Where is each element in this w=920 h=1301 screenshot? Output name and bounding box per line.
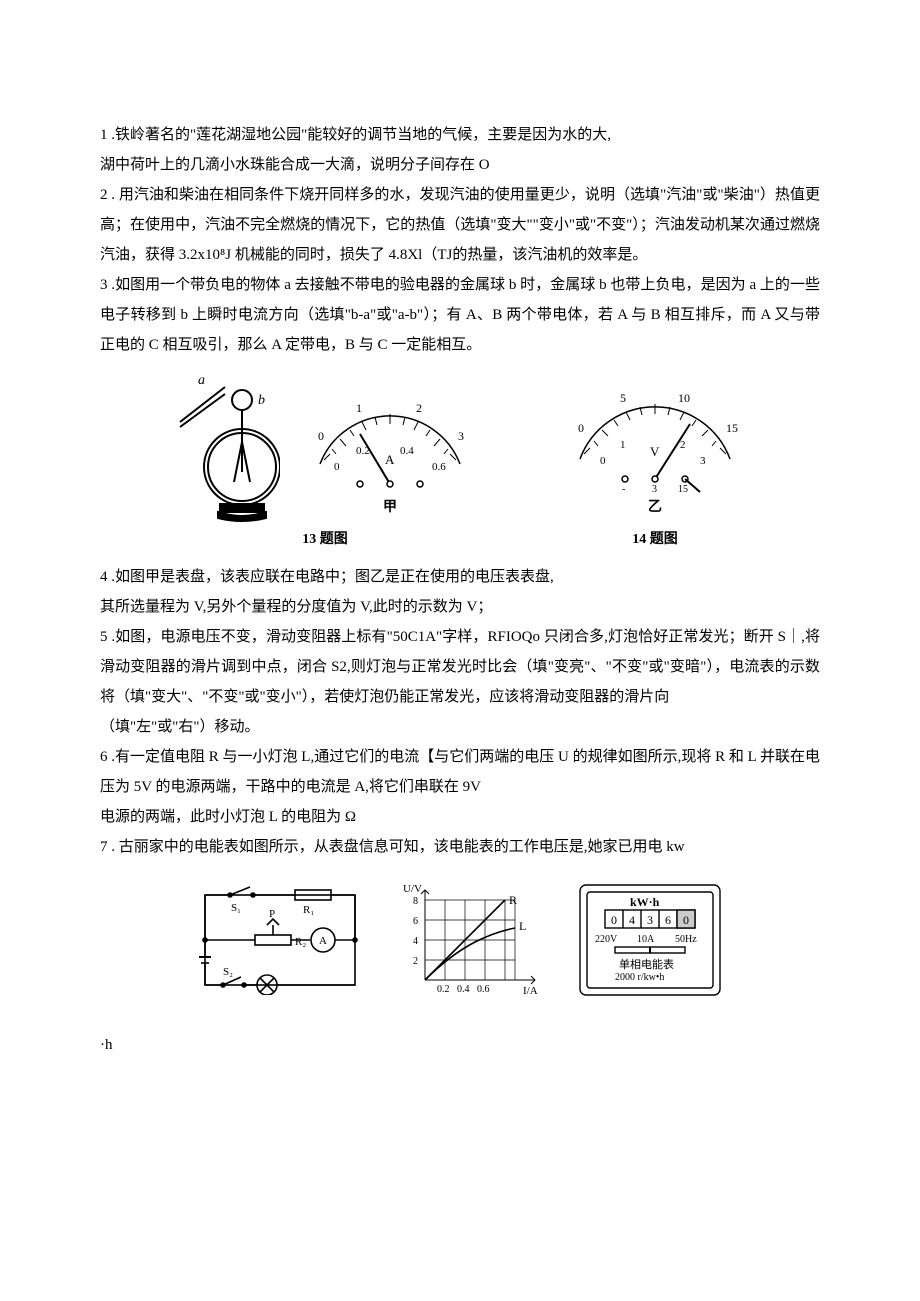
lbl-s1: S₁: [231, 902, 241, 914]
label-a: a: [198, 373, 205, 388]
question-7: 7 . 古丽家中的电能表如图所示，从表盘信息可知，该电能表的工作电压是,她家已用…: [100, 832, 820, 862]
meter-title: kW·h: [630, 895, 660, 909]
am-bot-0: 0: [334, 461, 340, 473]
vm-top-1: 5: [620, 391, 626, 405]
question-5-line2: （填"左"或"右"）移动。: [100, 712, 820, 742]
meter2-label: 乙: [648, 494, 662, 522]
question-6: 6 .有一定值电阻 R 与一小灯泡 L,通过它们的电流【与它们两端的电压 U 的…: [100, 742, 820, 802]
q3-text: .如图用一个带负电的物体 a 去接触不带电的验电器的金属球 b 时，金属球 b …: [100, 277, 820, 353]
question-1-line2: 湖中荷叶上的几滴小水珠能合成一大滴，说明分子间存在 O: [100, 150, 820, 180]
fig14-col: 0 5 10 15 0 1 2 3 V - 3 15 乙 14 题图: [560, 374, 750, 554]
svg-text:3: 3: [652, 484, 657, 494]
q7-text: . 古丽家中的电能表如图所示，从表盘信息可知，该电能表的工作电压是,她家已用电 …: [108, 839, 685, 855]
question-4-line2: 其所选量程为 V,另外个量程的分度值为 V,此时的示数为 V；: [100, 592, 820, 622]
d1: 4: [629, 913, 635, 927]
am-bot-3: 0.6: [432, 461, 446, 473]
vm-top-0: 0: [578, 421, 584, 435]
yt-4: 4: [413, 936, 418, 947]
fig13-col: a b: [170, 372, 480, 554]
fig13-caption: 13 题图: [302, 526, 348, 554]
svg-text:-: -: [622, 484, 625, 494]
q2-text: . 用汽油和柴油在相同条件下烧开同样多的水，发现汽油的使用量更少，说明（选填"汽…: [100, 187, 820, 263]
vm-bot-3: 3: [700, 455, 706, 467]
ui-graph: U/V I/A 2 4 6 8 0.2 0.4 0.6 R L: [395, 880, 545, 1000]
figure-row-2: S₁ R₁ S₂ P R₂ A: [100, 880, 820, 1000]
fig14-caption: 14 题图: [632, 526, 678, 554]
q1-num: 1: [100, 127, 108, 143]
energy-meter: kW·h 0 4 3 6 0 220V 10A 50Hz 单相电能表 2000 …: [575, 880, 725, 1000]
am-top-3: 3: [458, 429, 464, 443]
q6-text: .有一定值电阻 R 与一小灯泡 L,通过它们的电流【与它们两端的电压 U 的规律…: [100, 749, 820, 795]
am-bot-2: 0.4: [400, 445, 414, 457]
graph-xlabel: I/A: [523, 985, 538, 997]
yt-6: 6: [413, 916, 418, 927]
graph-ylabel: U/V: [403, 883, 422, 895]
graph-r: R: [509, 893, 517, 907]
meter-v: 220V: [595, 934, 618, 945]
vm-sel: 15: [678, 484, 688, 494]
ammeter-icon: 0 1 2 3 0 0.2 0.4 0.6 A: [300, 384, 480, 494]
meter1-label: 甲: [383, 494, 397, 522]
voltmeter-icon: 0 5 10 15 0 1 2 3 V - 3 15: [560, 374, 750, 494]
q3-num: 3: [100, 277, 108, 293]
lbl-r2: R₂: [295, 936, 306, 948]
yt-8: 8: [413, 896, 418, 907]
q5-text: .如图，电源电压不变，滑动变阻器上标有"50C1A"字样，RFIOQo 只闭合多…: [100, 629, 820, 705]
d3: 6: [665, 913, 671, 927]
question-1: 1 .铁岭著名的"莲花湖湿地公园"能较好的调节当地的气候，主要是因为水的大,: [100, 120, 820, 150]
question-5: 5 .如图，电源电压不变，滑动变阻器上标有"50C1A"字样，RFIOQo 只闭…: [100, 622, 820, 712]
q2-num: 2: [100, 187, 108, 203]
lbl-p: P: [269, 908, 275, 920]
vm-bot-1: 1: [620, 439, 626, 451]
meter-name: 单相电能表: [619, 957, 674, 971]
question-4: 4 .如图甲是表盘，该表应联在电路中；图乙是正在使用的电压表表盘,: [100, 562, 820, 592]
q1-line1: .铁岭著名的"莲花湖湿地公园"能较好的调节当地的气候，主要是因为水的大,: [108, 127, 612, 143]
meter-hz: 50Hz: [675, 934, 697, 945]
vm-bot-2: 2: [680, 439, 686, 451]
graph-l: L: [519, 919, 526, 933]
vm-bot-0: 0: [600, 455, 606, 467]
d2: 3: [647, 913, 653, 927]
question-6-line2: 电源的两端，此时小灯泡 L 的电阻为 Ω: [100, 802, 820, 832]
vm-top-2: 10: [678, 391, 690, 405]
question-3: 3 .如图用一个带负电的物体 a 去接触不带电的验电器的金属球 b 时，金属球 …: [100, 270, 820, 360]
svg-text:A: A: [385, 452, 395, 467]
lbl-a: A: [319, 935, 327, 947]
xt-04: 0.4: [457, 984, 470, 995]
vm-top-3: 15: [726, 421, 738, 435]
q5-num: 5: [100, 629, 108, 645]
xt-02: 0.2: [437, 984, 450, 995]
d4: 0: [683, 913, 689, 927]
xt-06: 0.6: [477, 984, 490, 995]
question-2: 2 . 用汽油和柴油在相同条件下烧开同样多的水，发现汽油的使用量更少，说明（选填…: [100, 180, 820, 270]
am-top-1: 1: [356, 401, 362, 415]
circuit-diagram: S₁ R₁ S₂ P R₂ A: [195, 885, 365, 995]
lbl-s2: S₂: [223, 966, 233, 978]
q7-num: 7: [100, 839, 108, 855]
d0: 0: [611, 913, 617, 927]
figure-row-1: a b: [100, 372, 820, 554]
meter-a: 10A: [637, 934, 655, 945]
yt-2: 2: [413, 956, 418, 967]
meter-rev: 2000 r/kw•h: [615, 972, 664, 983]
tail-text: ·h: [100, 1030, 820, 1060]
q4-num: 4: [100, 569, 108, 585]
label-b: b: [258, 393, 265, 408]
q4-text: .如图甲是表盘，该表应联在电路中；图乙是正在使用的电压表表盘,: [108, 569, 554, 585]
q6-num: 6: [100, 749, 108, 765]
svg-text:V: V: [650, 444, 660, 459]
lbl-r1: R₁: [303, 904, 314, 916]
am-top-0: 0: [318, 429, 324, 443]
am-top-2: 2: [416, 401, 422, 415]
electroscope-icon: a b: [170, 372, 280, 522]
